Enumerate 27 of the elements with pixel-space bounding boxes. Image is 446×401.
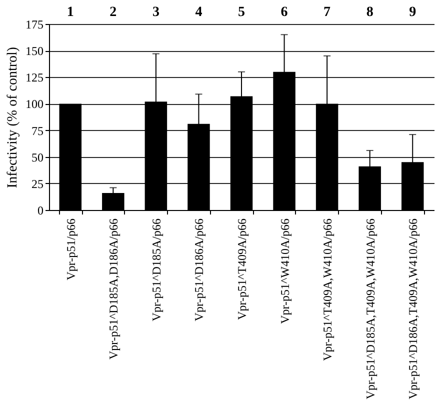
text: 7 bbox=[324, 5, 331, 20]
x-tick-label: Vpr-p51/p66 bbox=[64, 218, 78, 280]
x-tick-label: Vpr-p51^W410A/p66 bbox=[278, 218, 292, 324]
x-tick-label: Vpr-p51^D185A/p66 bbox=[149, 218, 164, 322]
y-tick-label: 125 bbox=[26, 70, 44, 85]
text: 4 bbox=[195, 5, 202, 20]
x-tick-label: Vpr-p51^T409A/p66 bbox=[235, 218, 249, 320]
y-tick-label: 0 bbox=[38, 204, 44, 218]
text: 2 bbox=[110, 5, 117, 20]
y-axis-title: Infectivity (% of control) bbox=[6, 46, 20, 188]
x-tick-label: Vpr-p51^D186A,T409A,W410A/p66 bbox=[406, 218, 420, 400]
text: 9 bbox=[409, 5, 416, 20]
y-tick-label: 25 bbox=[32, 176, 44, 191]
y-tick-label: 150 bbox=[26, 44, 44, 58]
text: 1 bbox=[66, 5, 74, 20]
x-tick-label: Vpr-p51^D185A,D186A/p66 bbox=[106, 218, 121, 360]
y-tick-label: 50 bbox=[32, 150, 44, 164]
text: 8 bbox=[366, 5, 374, 20]
x-tick-label: Vpr-p51^T409A,W410A/p66 bbox=[320, 218, 335, 361]
y-tick-label: 175 bbox=[26, 18, 44, 32]
text: 6 bbox=[280, 5, 288, 20]
y-tick-label: 75 bbox=[32, 124, 44, 138]
text: 3 bbox=[152, 5, 160, 20]
x-tick-label: Vpr-p51^D185A,T409A,W410A/p66 bbox=[363, 218, 378, 400]
y-tick-label: 100 bbox=[26, 97, 44, 112]
x-tick-label: Vpr-p51^D186A/p66 bbox=[192, 218, 206, 322]
text: 5 bbox=[238, 5, 245, 20]
